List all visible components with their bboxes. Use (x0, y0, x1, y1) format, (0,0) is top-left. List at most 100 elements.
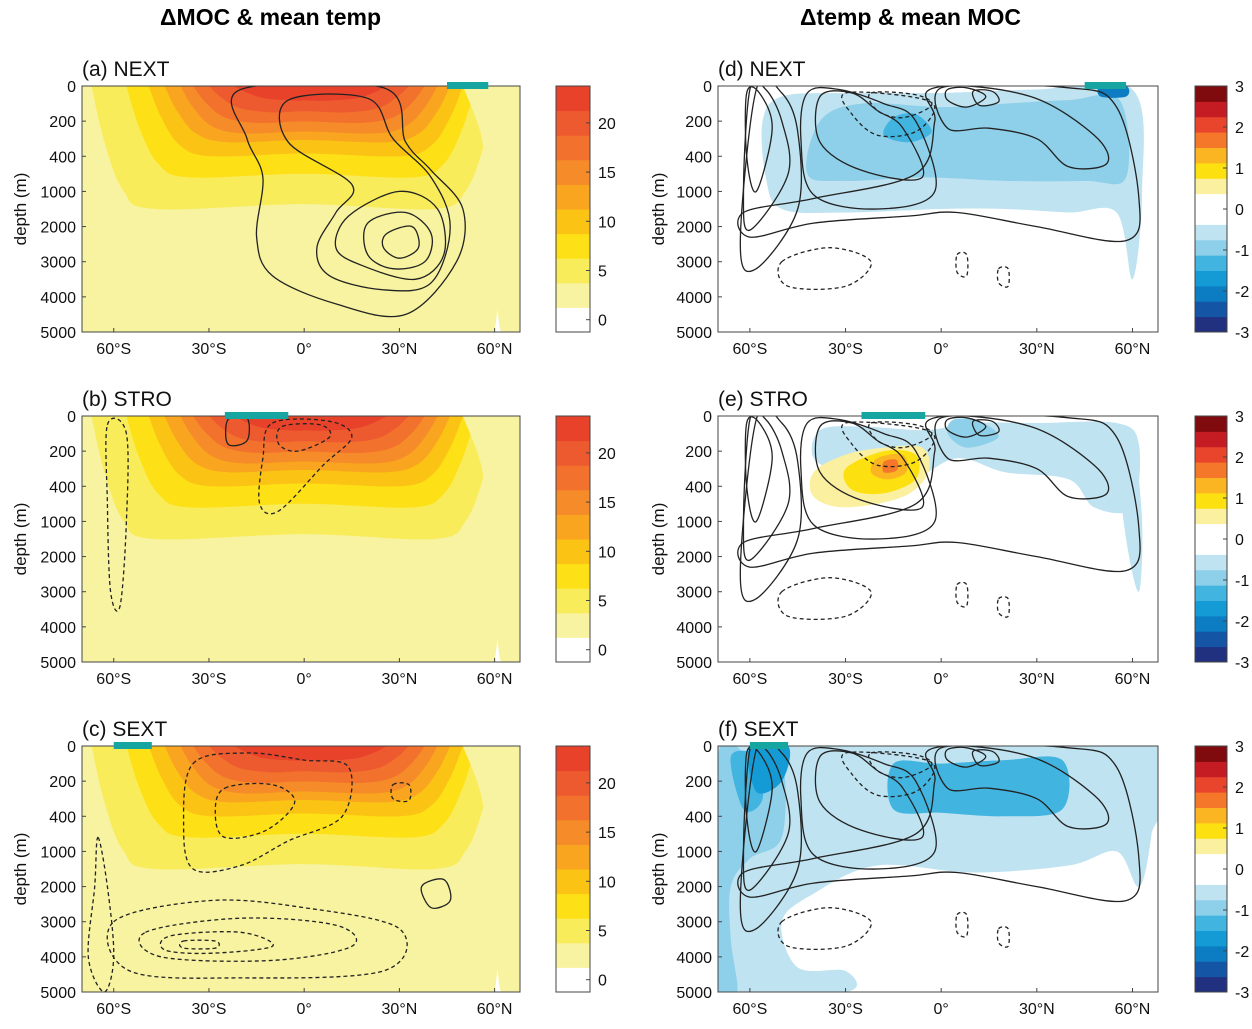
colorbar-tick-label: 3 (1235, 79, 1244, 96)
contour-solid (737, 416, 1141, 573)
y-tick-label: 3000 (676, 255, 712, 272)
contour-dashed (178, 939, 220, 950)
contour-dashed (841, 751, 936, 798)
right-column-title: Δtemp & mean MOC (800, 4, 1022, 30)
y-tick-label: 200 (685, 774, 712, 791)
y-tick-label: 3000 (676, 585, 712, 602)
axes-frame (717, 415, 1159, 663)
colorbar-tick-label: 5 (598, 924, 607, 941)
y-tick-label: 0 (703, 739, 712, 756)
contour-solid (739, 86, 803, 273)
x-tick-label: 30°N (1019, 341, 1055, 358)
y-axis-label: depth (m) (649, 503, 668, 576)
colorbar-swatch (556, 86, 590, 112)
forcing-region-bar (1084, 82, 1127, 89)
contour-solid (934, 86, 1110, 170)
y-tick-label: 3000 (676, 915, 712, 932)
contour-solid (334, 190, 447, 281)
colorbar-swatch (1195, 822, 1227, 839)
colorbar: 20 15 10 5 0 (555, 85, 616, 333)
y-tick-label: 400 (685, 479, 712, 496)
colorbar-swatch (1195, 746, 1227, 762)
colorbar-tick-label: -2 (1235, 284, 1249, 301)
colorbar: 20 15 10 5 0 (555, 415, 616, 663)
y-tick-label: 4000 (676, 950, 712, 967)
colorbar-swatch (1195, 646, 1227, 663)
colorbar-tick-label: -1 (1235, 573, 1249, 590)
colorbar-tick-label: 1 (1235, 821, 1244, 838)
y-tick-label: 0 (67, 409, 76, 426)
x-tick-label: 60°S (732, 671, 767, 688)
axes-frame (81, 85, 521, 333)
colorbar-swatch (1195, 209, 1227, 225)
x-tick-label: 0° (934, 671, 949, 688)
y-tick-label: 1000 (40, 184, 76, 201)
y-axis-label: depth (m) (11, 833, 30, 906)
colorbar-swatch (556, 942, 590, 968)
colorbar-swatch (1195, 86, 1227, 102)
y-tick-label: 5000 (40, 325, 76, 342)
panel-estro: (e) STRO 0 200 400 1000 2000 3000 4000 5000 depth… (649, 388, 1249, 688)
colorbar-tick-label: 0 (1235, 532, 1244, 549)
temp-deep-pale (94, 216, 486, 332)
colorbar-swatch (1195, 976, 1227, 993)
colorbar-swatch (556, 588, 590, 614)
x-tick-label: 0° (934, 1001, 949, 1018)
colorbar-swatch (1195, 162, 1227, 179)
colorbar-tick-label: 3 (1235, 409, 1244, 426)
panel-fsext: (f) SEXT 0 200 400 1000 2000 3000 4000 5000 depth… (649, 718, 1249, 1018)
colorbar-swatch (556, 110, 590, 136)
panel-title: (c) SEXT (82, 718, 167, 741)
contour-solid (381, 225, 420, 259)
y-tick-label: 1000 (676, 184, 712, 201)
y-tick-label: 5000 (40, 985, 76, 1002)
contour-solid (814, 420, 925, 511)
y-tick-label: 2000 (676, 880, 712, 897)
x-tick-label: 30°S (828, 1001, 863, 1018)
x-tick-label: 30°S (192, 1001, 227, 1018)
colorbar-swatch (1195, 792, 1227, 808)
y-tick-label: 400 (49, 479, 76, 496)
contour-solid (742, 416, 791, 561)
x-tick-label: 60°N (1115, 1001, 1151, 1018)
anom-white-1 (819, 888, 878, 922)
y-tick-label: 5000 (40, 655, 76, 672)
y-axis-label: depth (m) (11, 173, 30, 246)
colorbar-swatch (556, 258, 590, 284)
colorbar-swatch (556, 135, 590, 161)
contour-solid (971, 89, 1000, 107)
colorbar-tick-label: 15 (598, 495, 616, 512)
contour-dashed (841, 421, 936, 468)
panel-title: (f) SEXT (718, 718, 799, 741)
forcing-region-bar (447, 82, 489, 89)
colorbar-tick-label: 15 (598, 165, 616, 182)
temp-nh-pale (462, 416, 520, 662)
colorbar-tick-label: -3 (1235, 655, 1249, 672)
contour-dashed (955, 251, 969, 278)
colorbar-tick-label: 0 (598, 973, 607, 990)
contour-solid (799, 746, 937, 870)
y-tick-label: 400 (49, 809, 76, 826)
colorbar-swatch (1195, 776, 1227, 793)
contour-solid (744, 416, 773, 523)
colorbar-swatch (1195, 930, 1227, 947)
x-tick-label: 60°N (1115, 671, 1151, 688)
y-axis-label: depth (m) (649, 833, 668, 906)
colorbar-swatch (1195, 132, 1227, 148)
panel-anext: (a) NEXT020040010002000300040005000depth… (11, 58, 616, 358)
y-tick-label: 400 (685, 149, 712, 166)
colorbar-swatch (556, 746, 590, 772)
colorbar-swatch (1195, 178, 1227, 195)
y-tick-label: 200 (49, 444, 76, 461)
colorbar-swatch (1195, 147, 1227, 164)
temp-deep-pale (94, 876, 486, 992)
colorbar-tick-label: 15 (598, 825, 616, 842)
x-tick-label: 60°S (96, 341, 131, 358)
contour-solid (799, 86, 937, 210)
colorbar-swatch (1195, 585, 1227, 601)
forcing-region-bar (113, 742, 152, 749)
contour-solid (944, 746, 987, 768)
x-tick-label: 30°S (192, 341, 227, 358)
temp-sh-pale (82, 416, 99, 662)
